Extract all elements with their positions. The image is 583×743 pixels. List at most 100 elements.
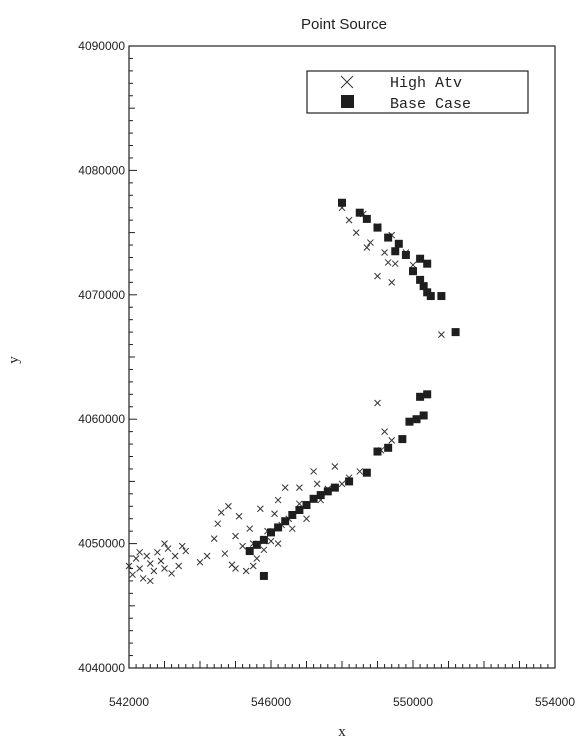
- plot-area: 4040000 4050000 4060000 4070000 4080000 40900…: [78, 39, 575, 709]
- y-tick-label: 4090000: [78, 39, 125, 53]
- data-point-square: [355, 208, 364, 217]
- data-point-x: [136, 565, 144, 572]
- data-point-square: [362, 214, 371, 223]
- data-point-x: [267, 537, 275, 545]
- data-point-x: [409, 261, 417, 269]
- data-point-x: [345, 216, 353, 224]
- data-point-square: [416, 392, 425, 401]
- series-base-case: [245, 198, 460, 580]
- data-point-square: [330, 483, 339, 492]
- y-tick-label: 4060000: [78, 412, 125, 426]
- data-point-x: [374, 272, 381, 280]
- data-point-x: [256, 505, 264, 513]
- data-point-x: [225, 502, 232, 510]
- data-point-square: [281, 517, 290, 526]
- axes: 4040000 4050000 4060000 4070000 4080000 40900…: [78, 39, 575, 709]
- data-point-square: [384, 233, 393, 242]
- data-point-square: [288, 510, 297, 519]
- data-point-x: [164, 545, 172, 552]
- data-point-x: [178, 542, 186, 550]
- data-point-square: [398, 435, 407, 444]
- data-point-square: [426, 292, 435, 301]
- legend-label-high-atv: High Atv: [390, 75, 462, 92]
- data-point-x: [253, 555, 261, 562]
- data-point-x: [274, 496, 282, 504]
- data-point-x: [296, 500, 303, 508]
- data-point-x: [232, 532, 239, 540]
- legend-marker-base-case: [341, 95, 354, 108]
- data-point-x: [313, 480, 321, 488]
- data-point-x: [146, 560, 154, 567]
- data-point-square: [362, 468, 371, 477]
- data-point-x: [136, 548, 144, 556]
- data-point-x: [338, 480, 346, 488]
- data-point-x: [296, 484, 303, 491]
- data-point-x: [203, 552, 211, 560]
- data-point-x: [132, 555, 140, 562]
- data-point-square: [274, 523, 283, 532]
- data-point-x: [171, 552, 179, 560]
- data-point-x: [242, 567, 250, 575]
- y-tick-label: 4070000: [78, 288, 125, 302]
- data-point-square: [309, 494, 318, 503]
- data-point-square: [316, 491, 325, 500]
- y-axis-label: y: [6, 356, 22, 364]
- plot-frame: [128, 45, 556, 669]
- data-point-square: [416, 254, 425, 263]
- data-point-x: [381, 428, 388, 435]
- data-marks: [125, 198, 460, 585]
- legend-label-base-case: Base Case: [390, 96, 471, 113]
- data-point-square: [373, 447, 382, 456]
- data-point-square: [252, 540, 261, 549]
- data-point-x: [391, 260, 399, 268]
- data-point-square: [416, 275, 425, 284]
- data-point-x: [196, 558, 204, 566]
- data-point-square: [412, 415, 421, 424]
- data-point-x: [388, 436, 396, 444]
- data-point-x: [288, 525, 296, 533]
- data-point-x: [235, 512, 243, 520]
- data-point-x: [331, 463, 339, 470]
- data-point-x: [352, 229, 360, 236]
- legend: High Atv Base Case: [306, 70, 529, 114]
- data-point-x: [157, 557, 165, 565]
- x-tick-label: 550000: [393, 695, 433, 709]
- x-tick-label: 554000: [535, 695, 575, 709]
- data-point-square: [323, 487, 332, 496]
- data-point-square: [419, 411, 428, 420]
- data-point-square: [437, 292, 446, 301]
- data-point-x: [146, 577, 154, 585]
- data-point-x: [161, 565, 168, 572]
- y-tick-label: 4080000: [78, 163, 125, 177]
- data-point-square: [267, 528, 275, 537]
- data-point-x: [232, 565, 239, 572]
- data-point-square: [391, 247, 400, 256]
- data-point-square: [338, 198, 346, 207]
- data-point-x: [246, 525, 254, 533]
- data-point-x: [161, 540, 168, 547]
- data-point-x: [374, 399, 381, 407]
- data-point-square: [295, 506, 304, 515]
- data-point-x: [249, 562, 257, 570]
- data-point-square: [384, 443, 393, 452]
- data-point-x: [154, 548, 161, 556]
- y-tick-label: 4050000: [78, 537, 125, 551]
- chart-title: Point Source: [301, 16, 387, 33]
- data-point-x: [310, 468, 317, 475]
- data-point-x: [129, 571, 136, 579]
- data-point-x: [363, 244, 371, 251]
- data-point-square: [373, 223, 382, 232]
- data-point-x: [239, 542, 246, 550]
- data-point-square: [394, 239, 403, 248]
- legend-marker-high-atv: [340, 75, 354, 89]
- data-point-square: [259, 535, 268, 544]
- data-point-square: [259, 571, 268, 580]
- data-point-x: [143, 552, 151, 560]
- data-point-x: [271, 510, 278, 518]
- data-point-x: [388, 279, 396, 286]
- data-point-square: [405, 417, 414, 426]
- data-point-x: [150, 567, 158, 575]
- data-point-square: [409, 267, 417, 276]
- data-point-x: [217, 509, 225, 516]
